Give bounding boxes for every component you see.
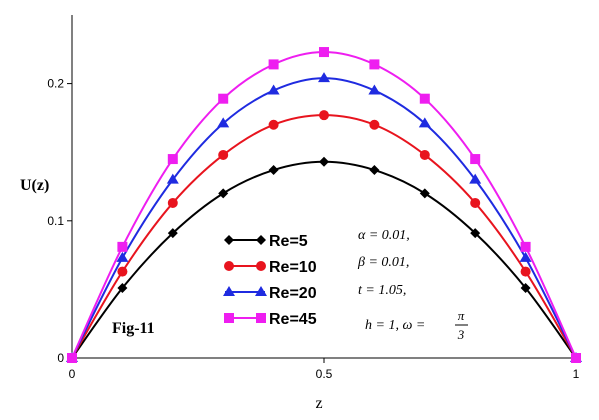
legend-item: Re=5 [224, 233, 308, 250]
data-point [268, 165, 279, 176]
data-point [267, 84, 280, 95]
series-re-5 [67, 156, 581, 363]
legend-marker [256, 235, 266, 245]
data-point [268, 119, 279, 130]
data-point [117, 241, 128, 252]
x-tick-label: 1 [573, 367, 580, 381]
data-point [319, 110, 329, 121]
series-line [71, 51, 577, 359]
param-alpha: α = 0.01, [358, 228, 410, 243]
legend-item: Re=10 [224, 259, 317, 276]
y-tick-label: 0 [57, 351, 64, 365]
y-tick-label: 0.1 [47, 214, 64, 228]
param-t: t = 1.05, [358, 283, 406, 298]
data-point [319, 156, 329, 167]
y-tick-label: 0.2 [47, 77, 64, 91]
legend-marker [224, 313, 234, 323]
data-point [571, 353, 581, 363]
legend-item: Re=20 [223, 285, 317, 302]
legend-marker [256, 313, 266, 323]
data-point [369, 59, 380, 70]
series-layer [66, 47, 582, 363]
data-point [319, 47, 329, 58]
param-frac-num: π [458, 308, 465, 323]
param-frac-den: 3 [457, 327, 465, 342]
series-re-20 [66, 72, 582, 362]
param-h-omega: h = 1, ω = [365, 318, 425, 333]
series-re-45 [67, 47, 581, 363]
data-point [167, 197, 178, 208]
legend-label: Re=5 [269, 233, 308, 250]
data-point [218, 93, 229, 104]
data-point [470, 197, 481, 208]
data-point [166, 173, 179, 184]
data-point [419, 149, 430, 160]
data-point [519, 251, 532, 262]
data-point [218, 149, 229, 160]
data-point [368, 84, 381, 95]
axes-frame [71, 15, 576, 359]
data-point [419, 93, 430, 104]
legend-label: Re=20 [269, 285, 317, 302]
data-point [117, 283, 128, 294]
fig-label: Fig-11 [112, 320, 155, 337]
data-point [167, 228, 178, 239]
y-ticks: 0 0.1 0.2 [47, 77, 72, 365]
data-point [268, 59, 279, 70]
data-point [67, 353, 77, 363]
legend-marker [223, 286, 235, 296]
data-point [167, 154, 178, 165]
x-tick-label: 0.5 [316, 367, 333, 381]
legend-marker [256, 261, 266, 271]
data-point [369, 165, 380, 176]
data-point [116, 251, 129, 262]
data-point [520, 266, 531, 277]
data-point [318, 72, 330, 83]
x-axis-label: z [315, 395, 322, 412]
data-point [520, 241, 531, 252]
legend: Re=5 Re=10 Re=20 Re=45 [223, 233, 317, 328]
parameter-annotation: α = 0.01, β = 0.01, t = 1.05, h = 1, ω =… [357, 228, 468, 342]
data-point [520, 283, 531, 294]
data-point [419, 188, 430, 199]
data-point [217, 117, 230, 128]
y-axis-label: U(z) [20, 177, 49, 194]
legend-marker [224, 261, 234, 271]
legend-label: Re=10 [269, 259, 317, 276]
legend-marker [255, 286, 267, 296]
data-point [218, 188, 229, 199]
param-beta: β = 0.01, [357, 255, 409, 270]
data-point [369, 119, 380, 130]
legend-label: Re=45 [269, 311, 317, 328]
data-point [470, 228, 481, 239]
x-tick-label: 0 [69, 367, 76, 381]
data-point [117, 266, 128, 277]
legend-item: Re=45 [224, 311, 317, 328]
legend-marker [224, 235, 234, 245]
data-point [469, 173, 482, 184]
data-point [470, 154, 481, 165]
x-ticks: 0 0.5 1 [69, 358, 580, 381]
data-point [418, 117, 431, 128]
